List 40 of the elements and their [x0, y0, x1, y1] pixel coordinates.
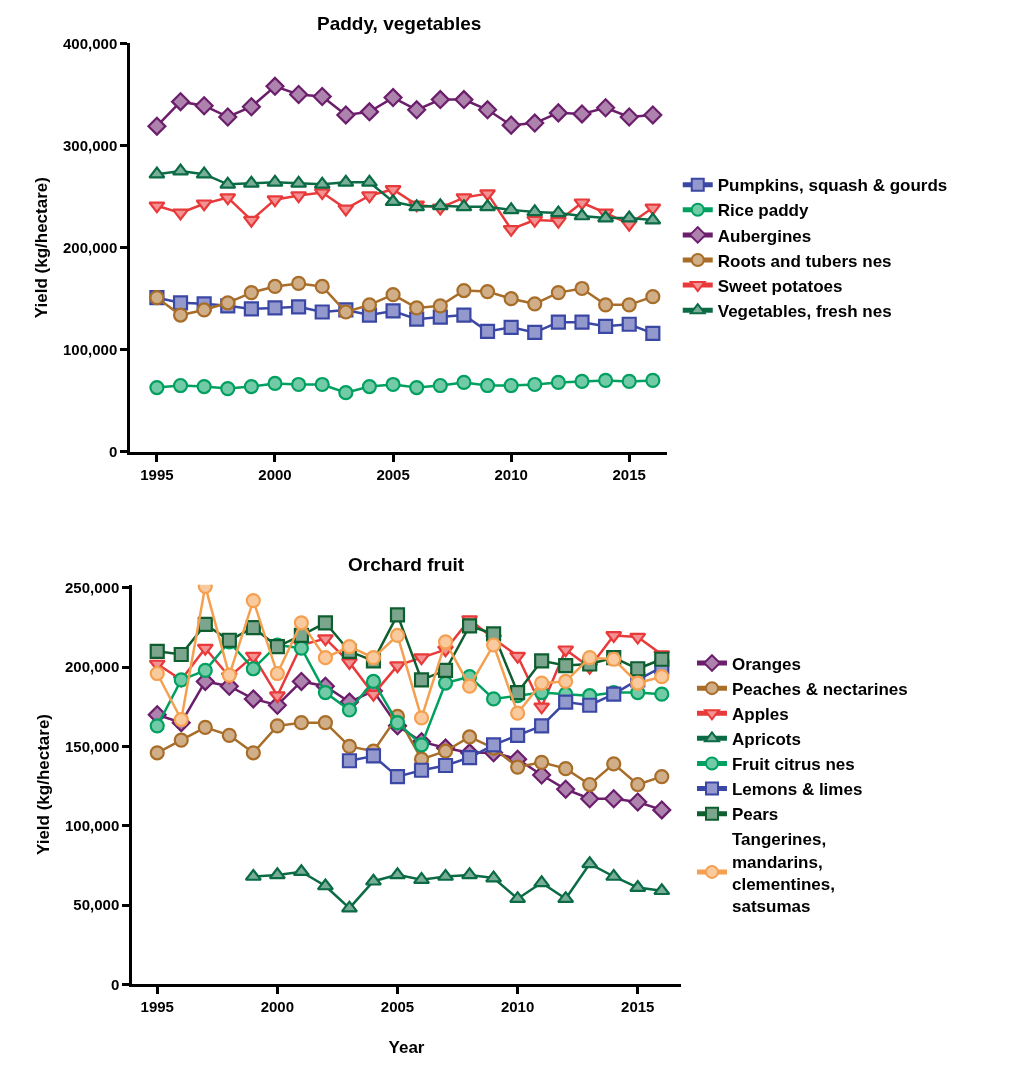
- x-tick-label: 2010: [500, 998, 535, 1016]
- legend-label: Tangerines, mandarins, clementines, satsumas: [731, 830, 835, 916]
- y-tick-label: 0: [108, 443, 118, 461]
- y-tick-label: 100,000: [65, 816, 120, 834]
- x-tick-label: 2000: [260, 998, 295, 1016]
- x-axis-title: Year: [388, 1038, 425, 1058]
- y-axis-title: Yield (kg/hectare): [31, 177, 51, 319]
- legend-label: Pumpkins, squash & gourds: [717, 176, 948, 196]
- x-tick-label: 2000: [258, 465, 292, 483]
- x-tick-label: 2005: [376, 465, 410, 483]
- legend-label: Apples: [731, 704, 789, 724]
- x-tick-label: 2015: [612, 465, 646, 483]
- legend-label: Fruit citrus nes: [731, 755, 855, 775]
- legend-label: Pears: [731, 805, 779, 825]
- legend-label: Peaches & nectarines: [731, 679, 908, 699]
- y-tick-label: 250,000: [65, 579, 120, 597]
- legend-label: Vegetables, fresh nes: [717, 301, 892, 321]
- y-tick-label: 200,000: [65, 658, 120, 676]
- x-tick-label: 1995: [140, 998, 174, 1016]
- legend-label: Apricots: [731, 730, 801, 749]
- legend-label: Lemons & limes: [731, 780, 863, 800]
- y-tick-label: 200,000: [63, 238, 118, 256]
- y-tick-label: 50,000: [73, 896, 120, 914]
- legend-label: Sweet potatoes: [717, 276, 843, 296]
- y-tick-label: 150,000: [65, 737, 120, 755]
- y-tick-label: 400,000: [63, 34, 118, 52]
- x-tick-label: 1995: [140, 465, 174, 483]
- y-axis-title: Yield (kg/hectare): [33, 713, 53, 856]
- y-tick-label: 100,000: [63, 341, 118, 359]
- chart-title: Orchard fruit: [348, 554, 465, 575]
- chart-title: Paddy, vegetables: [317, 13, 482, 34]
- y-tick-label: 0: [110, 975, 120, 993]
- x-tick-label: 2015: [621, 998, 655, 1016]
- x-tick-label: 2010: [494, 465, 528, 483]
- x-tick-label: 2005: [380, 998, 415, 1016]
- y-tick-label: 300,000: [63, 136, 118, 154]
- legend-label: Aubergines: [717, 226, 812, 246]
- legend-label: Rice paddy: [717, 201, 809, 221]
- legend-label: Roots and tubers nes: [717, 251, 892, 271]
- legend-label: Oranges: [731, 654, 801, 674]
